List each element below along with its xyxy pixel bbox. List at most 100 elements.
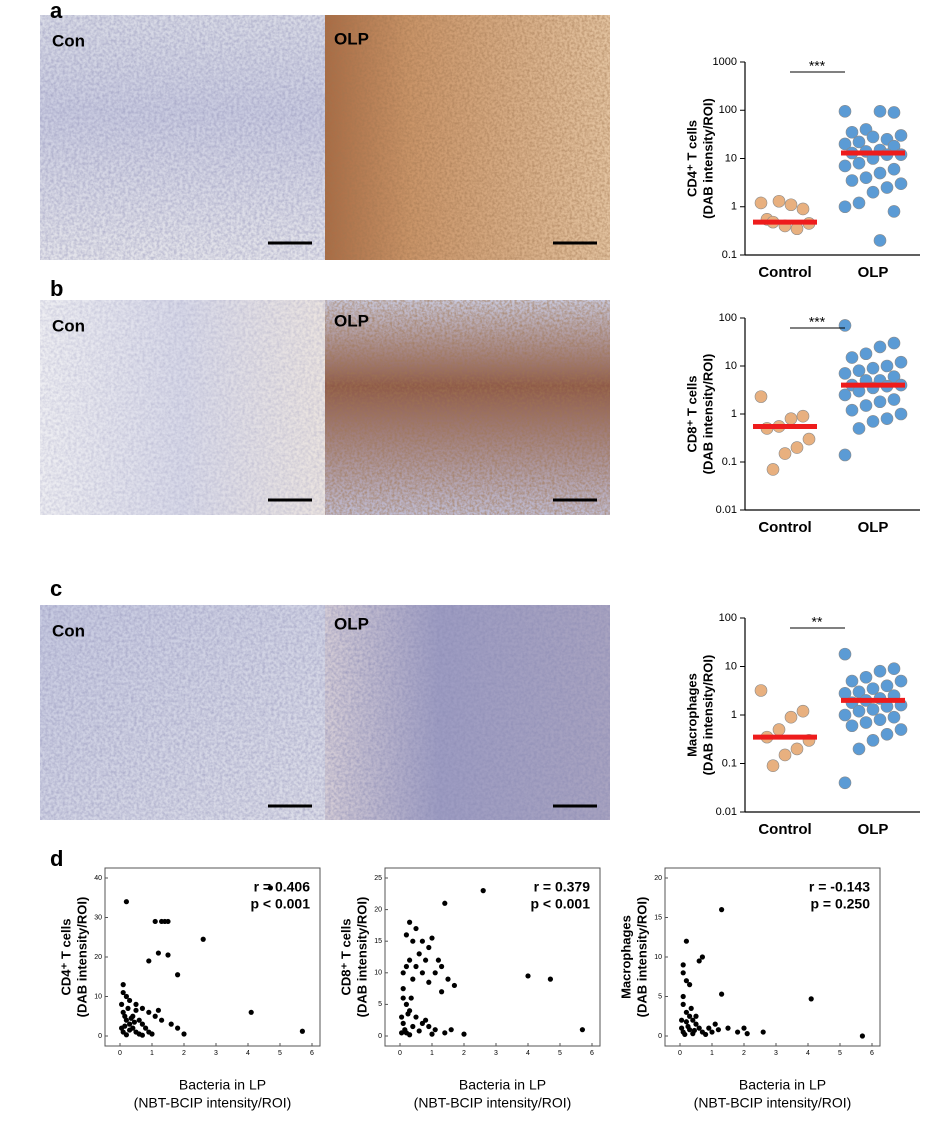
data-point [579, 1027, 586, 1033]
significance: *** [809, 314, 826, 330]
y-axis-label: CD4⁺ T cells [684, 120, 699, 197]
x-tick-label: 4 [806, 1050, 810, 1057]
data-point [838, 319, 852, 332]
data-point [784, 412, 798, 425]
data-point [413, 1014, 419, 1020]
data-point [880, 679, 894, 693]
y-tick-label: 15 [374, 938, 382, 945]
x-tick-label: 3 [214, 1050, 218, 1057]
data-point [143, 1025, 149, 1031]
x-tick-label: 1 [430, 1050, 434, 1057]
y-tick-label: 1 [731, 408, 737, 420]
y-tick-label: 20 [94, 954, 102, 961]
data-point [175, 1025, 181, 1031]
data-point [838, 159, 852, 173]
x-axis-label: Bacteria in LP [739, 1077, 826, 1093]
annotation: p < 0.001 [530, 896, 590, 912]
data-point [693, 1013, 699, 1019]
y-tick-label: 0.1 [722, 249, 737, 261]
data-point [845, 125, 859, 139]
x-tick-label: OLP [858, 821, 889, 838]
y-axis-label: Macrophages [618, 915, 633, 999]
plot-frame [384, 867, 601, 1047]
data-point [146, 958, 152, 964]
data-point [838, 647, 852, 661]
y-axis-label: (DAB intensity/ROI) [700, 354, 715, 475]
data-point [432, 1027, 438, 1033]
data-point [754, 390, 768, 403]
x-tick-label: Control [758, 821, 811, 838]
data-point [852, 196, 866, 210]
data-point [838, 776, 852, 790]
x-tick-label: 4 [246, 1050, 250, 1057]
data-point [687, 1013, 693, 1019]
data-point [413, 963, 419, 970]
data-point [838, 708, 852, 722]
data-point [127, 997, 133, 1004]
image-label: Con [52, 621, 85, 640]
x-tick-label: 2 [742, 1050, 746, 1057]
data-point [410, 976, 416, 982]
panel-label: b [50, 276, 63, 301]
data-point [784, 710, 798, 724]
data-point [880, 412, 894, 425]
y-axis-label: (DAB intensity/ROI) [700, 655, 715, 776]
data-point [133, 1007, 139, 1013]
y-tick-label: 10 [654, 954, 662, 961]
data-point [852, 704, 866, 718]
data-point [299, 1028, 305, 1034]
data-point [790, 742, 804, 756]
x-tick-label: 6 [310, 1050, 314, 1057]
x-tick-label: 5 [278, 1050, 282, 1057]
data-point [683, 1019, 690, 1025]
y-tick-label: 10 [725, 152, 737, 164]
y-tick-label: 1 [731, 201, 737, 213]
data-point [766, 759, 780, 773]
y-axis-label: Macrophages [684, 673, 699, 757]
data-point [887, 393, 901, 406]
x-axis-label: Bacteria in LP [179, 1077, 266, 1093]
data-point [845, 174, 859, 187]
data-point [866, 130, 880, 144]
data-point [683, 1009, 690, 1015]
data-point [887, 162, 901, 176]
data-point [688, 1005, 694, 1011]
significance: ** [812, 614, 823, 630]
y-tick-label: 0.1 [722, 757, 737, 769]
data-point [852, 685, 866, 699]
data-point [248, 1009, 254, 1015]
data-point [139, 1021, 145, 1027]
y-tick-label: 30 [94, 914, 102, 921]
x-tick-label: 5 [558, 1050, 562, 1057]
data-point [845, 351, 859, 364]
data-point [407, 919, 413, 925]
data-point [744, 1031, 750, 1037]
data-point [894, 355, 908, 369]
data-point [796, 704, 810, 718]
data-point [413, 925, 419, 932]
data-point [838, 137, 852, 151]
data-point [866, 682, 880, 695]
data-point [894, 177, 908, 191]
data-point [128, 1015, 134, 1021]
data-point [410, 1023, 416, 1030]
texture [40, 15, 325, 260]
image-label: Con [52, 31, 85, 50]
data-point [866, 703, 880, 716]
data-point [859, 716, 873, 729]
data-point [852, 135, 866, 149]
data-point [439, 963, 445, 970]
data-point [680, 993, 686, 1000]
data-point [873, 105, 887, 118]
y-tick-label: 0 [98, 1033, 102, 1040]
y-axis-label: (DAB intensity/ROI) [634, 897, 649, 1018]
data-point [778, 447, 792, 460]
data-point [894, 674, 908, 688]
data-point [703, 1031, 709, 1038]
data-point [125, 1005, 131, 1011]
data-point [445, 976, 451, 982]
data-point [712, 1021, 718, 1027]
data-point [887, 205, 901, 218]
data-point [155, 1007, 161, 1013]
y-axis-label: (DAB intensity/ROI) [700, 98, 715, 219]
